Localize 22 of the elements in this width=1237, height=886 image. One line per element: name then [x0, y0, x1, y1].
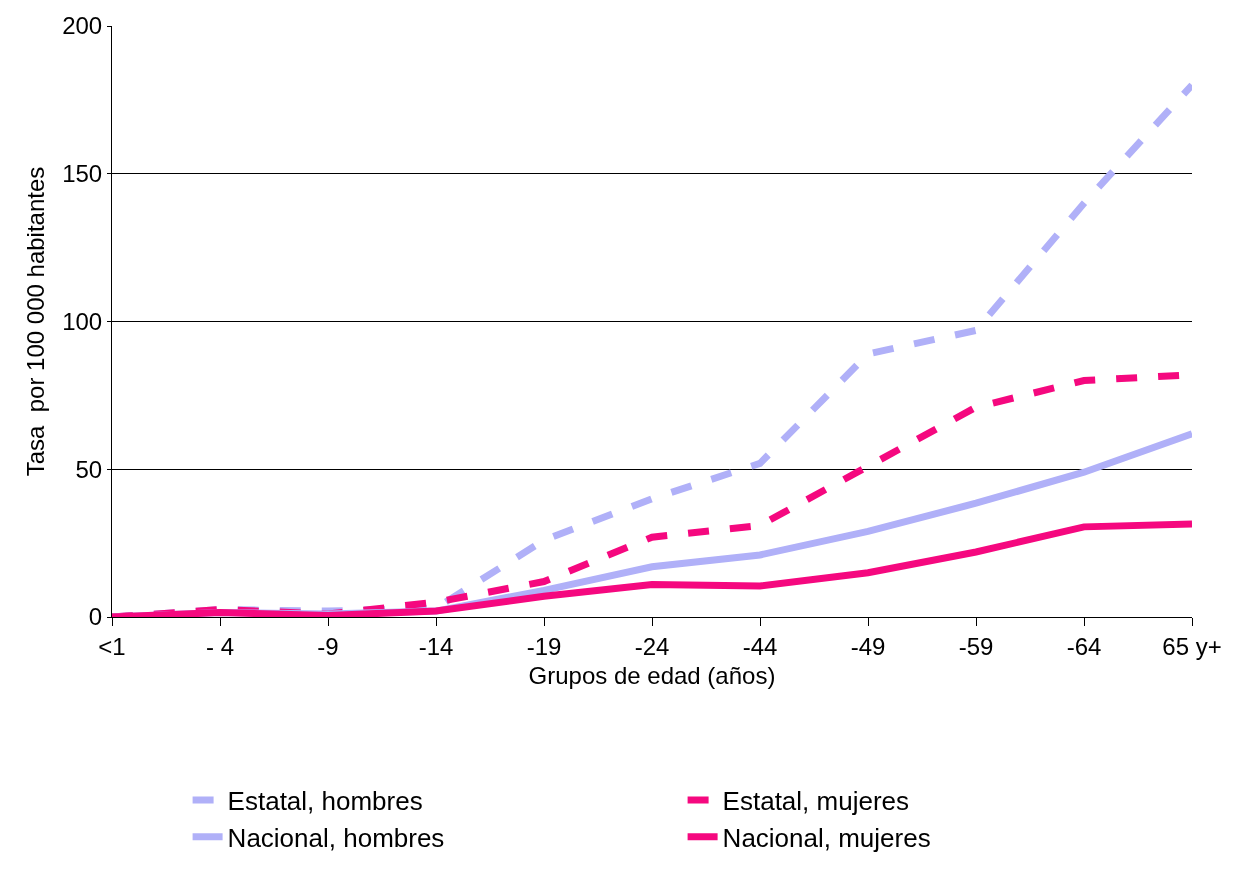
x-tick-label: -9	[317, 632, 339, 660]
x-tick-label: -19	[526, 632, 562, 660]
legend-label: Estatal, hombres	[227, 786, 423, 817]
x-tick-label: 65 y+	[1162, 632, 1222, 660]
x-tick-label: -49	[850, 632, 886, 660]
x-tick-label: -59	[958, 632, 994, 660]
x-tick-label: -14	[418, 632, 454, 660]
y-tick-label: 100	[62, 307, 103, 335]
legend-label: Nacional, hombres	[227, 822, 445, 853]
x-axis-title: Grupos de edad (años)	[528, 662, 776, 690]
x-tick-label: - 4	[205, 632, 235, 660]
x-tick-label: -24	[634, 632, 670, 660]
y-tick-label: 50	[75, 455, 103, 483]
legend-label: Nacional, mujeres	[722, 822, 931, 853]
x-tick-label: -44	[742, 632, 778, 660]
y-axis-title: Tasa por 100 000 habitantes	[22, 166, 50, 477]
x-tick-label: <1	[98, 632, 126, 660]
y-tick-label: 150	[62, 160, 103, 188]
y-tick-label: 0	[88, 603, 103, 631]
legend-label: Estatal, mujeres	[722, 786, 910, 817]
x-tick-label: -64	[1066, 632, 1102, 660]
y-tick-label: 200	[62, 12, 103, 40]
